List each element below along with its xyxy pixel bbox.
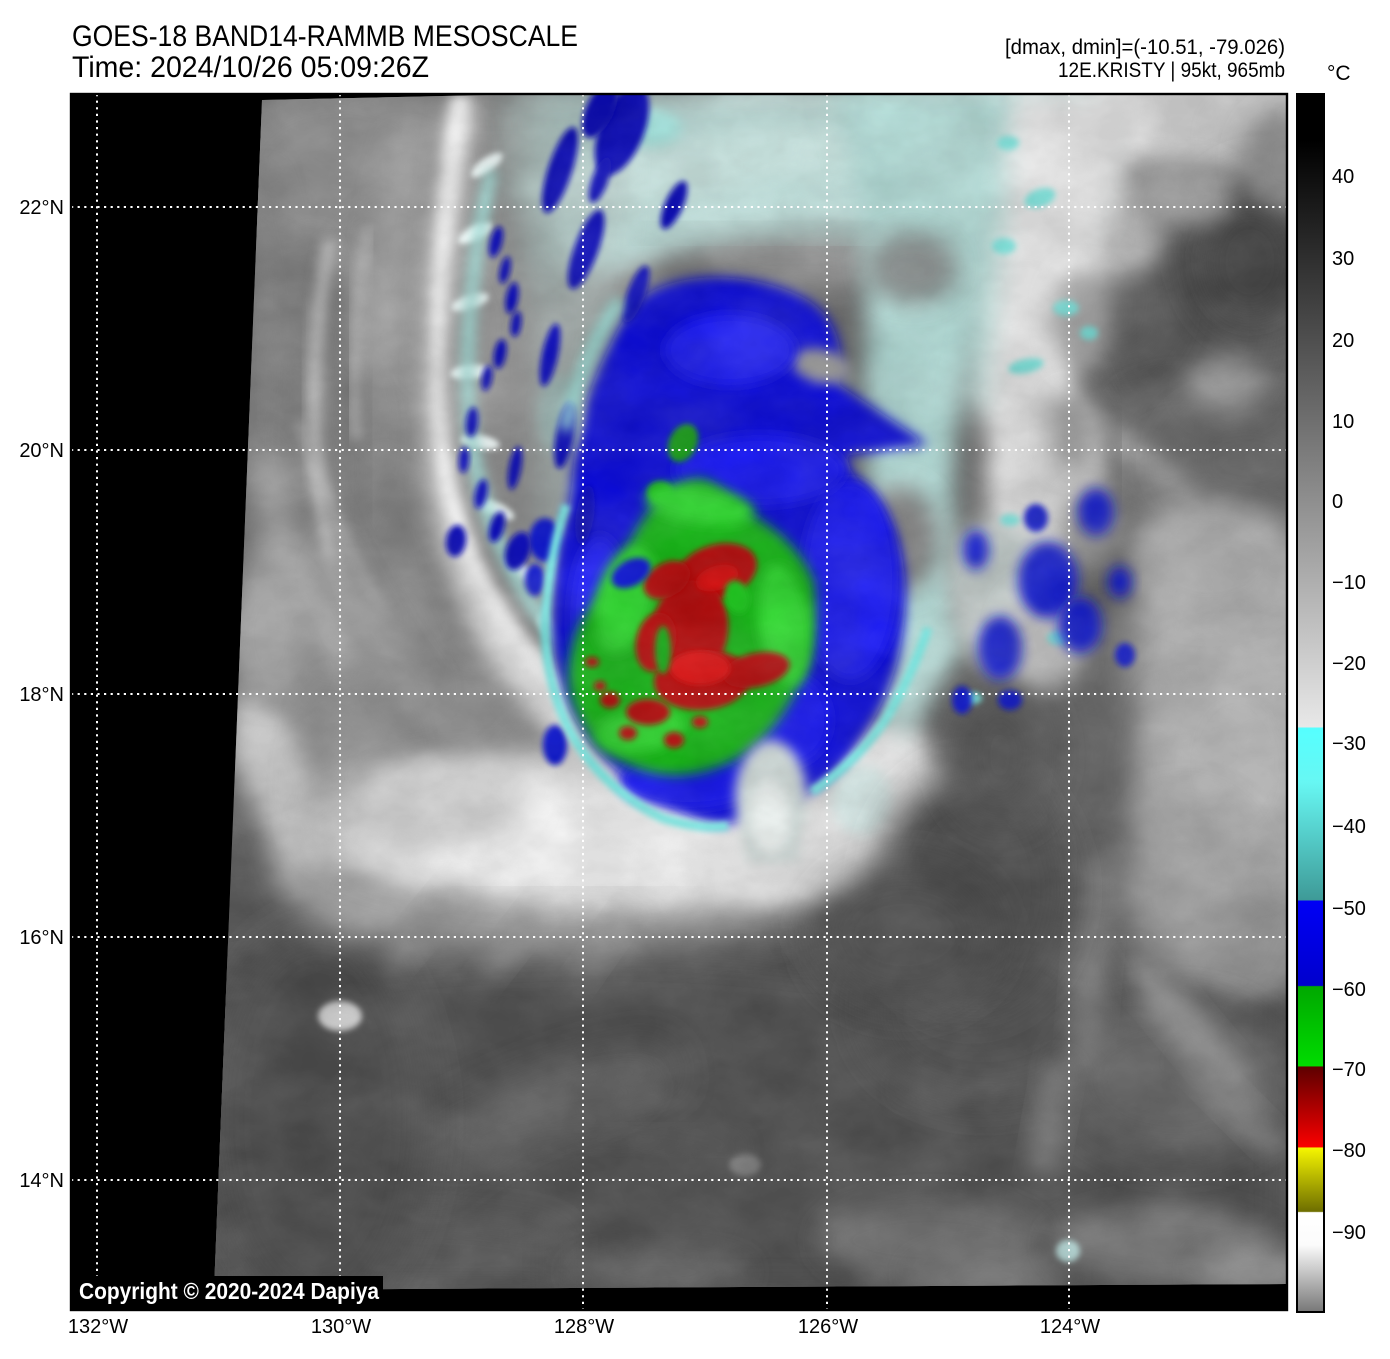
svg-text:−60: −60: [1332, 979, 1366, 1001]
svg-text:Copyright © 2020-2024 Dapiya: Copyright © 2020-2024 Dapiya: [79, 1278, 380, 1304]
svg-text:124°W: 124°W: [1040, 1316, 1100, 1338]
svg-text:−80: −80: [1332, 1140, 1366, 1162]
svg-text:22°N: 22°N: [19, 197, 64, 219]
svg-text:20°N: 20°N: [19, 440, 64, 462]
svg-text:126°W: 126°W: [798, 1316, 858, 1338]
svg-text:40: 40: [1332, 166, 1354, 188]
svg-text:GOES-18 BAND14-RAMMB MESOSCALE: GOES-18 BAND14-RAMMB MESOSCALE: [72, 20, 578, 53]
svg-text:128°W: 128°W: [554, 1316, 614, 1338]
svg-text:Time: 2024/10/26 05:09:26Z: Time: 2024/10/26 05:09:26Z: [72, 51, 429, 84]
svg-text:−90: −90: [1332, 1222, 1366, 1244]
svg-text:−50: −50: [1332, 898, 1366, 920]
svg-text:14°N: 14°N: [19, 1170, 64, 1192]
svg-text:132°W: 132°W: [68, 1316, 128, 1338]
svg-text:12E.KRISTY | 95kt, 965mb: 12E.KRISTY | 95kt, 965mb: [1058, 59, 1285, 82]
svg-text:20: 20: [1332, 330, 1354, 352]
svg-text:16°N: 16°N: [19, 927, 64, 949]
svg-text:18°N: 18°N: [19, 684, 64, 706]
svg-text:130°W: 130°W: [311, 1316, 371, 1338]
svg-text:10: 10: [1332, 411, 1354, 433]
svg-text:0: 0: [1332, 491, 1343, 513]
svg-text:[dmax, dmin]=(-10.51, -79.026): [dmax, dmin]=(-10.51, -79.026): [1005, 36, 1285, 59]
svg-text:−10: −10: [1332, 572, 1366, 594]
svg-text:30: 30: [1332, 248, 1354, 270]
svg-text:−30: −30: [1332, 733, 1366, 755]
svg-text:−20: −20: [1332, 653, 1366, 675]
svg-text:−70: −70: [1332, 1059, 1366, 1081]
svg-text:°C: °C: [1327, 62, 1351, 85]
svg-text:−40: −40: [1332, 816, 1366, 838]
